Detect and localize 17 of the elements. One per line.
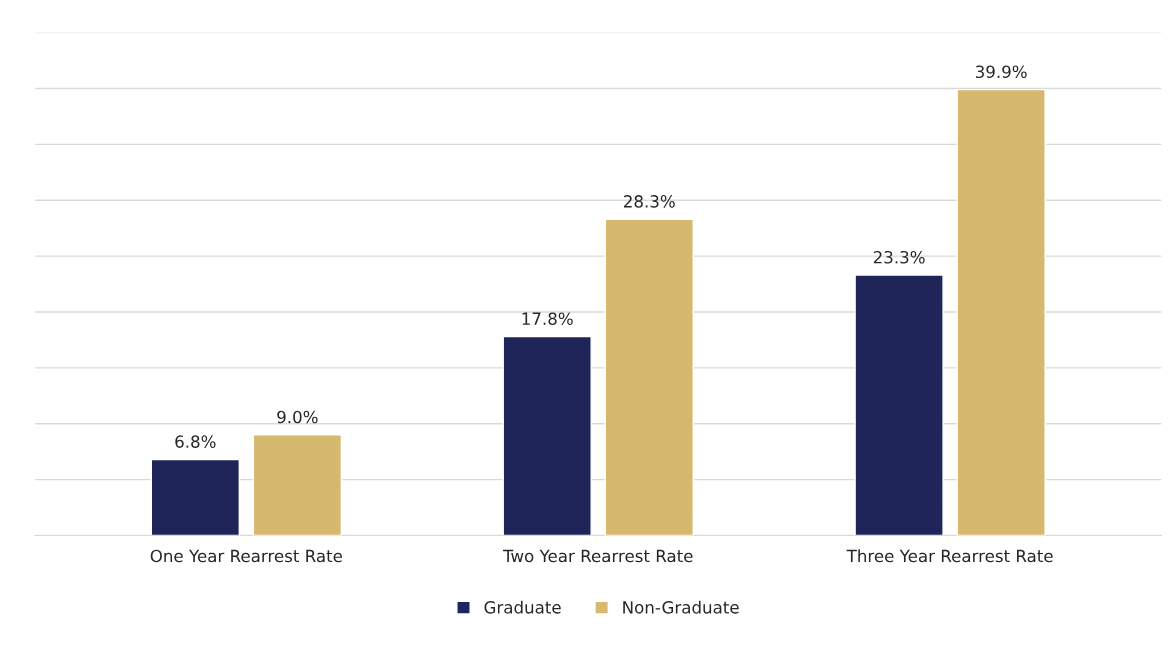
bar (150, 458, 240, 536)
x-tick-label: Two Year Rearrest Rate (502, 549, 693, 563)
legend-label: Graduate (484, 600, 561, 614)
bar (956, 88, 1046, 536)
legend-label: Non-Graduate (623, 600, 739, 614)
data-label: 23.3% (873, 250, 925, 264)
data-label: 39.9% (975, 65, 1027, 79)
data-label: 28.3% (624, 195, 675, 208)
data-label: 6.8% (175, 435, 216, 448)
bar (502, 335, 592, 536)
x-tick-label: One Year Rearrest Rate (150, 549, 343, 563)
bar (854, 274, 944, 536)
data-label: 9.0% (277, 410, 318, 424)
data-label: 17.8% (522, 312, 573, 326)
bar (252, 434, 343, 536)
bar (604, 218, 694, 536)
x-tick-label: Three Year Rearrest Rate (846, 549, 1053, 563)
